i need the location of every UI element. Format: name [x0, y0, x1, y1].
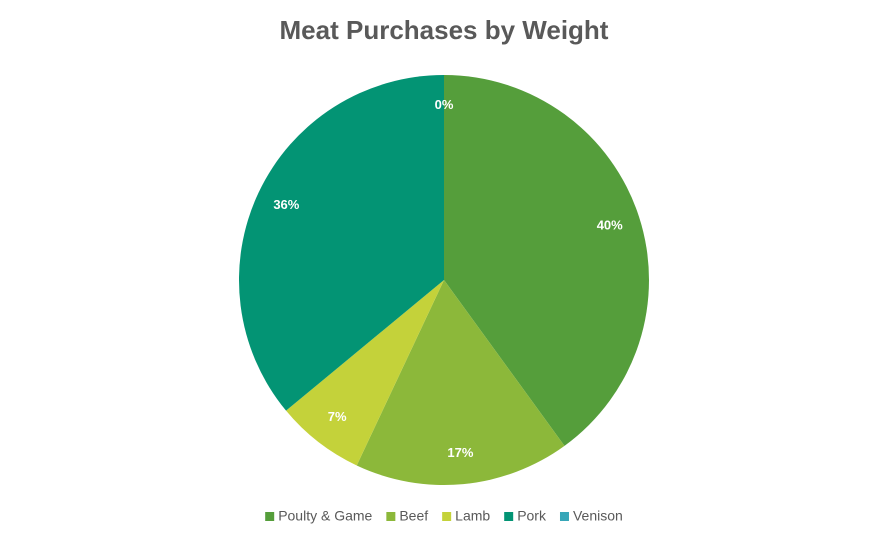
data-label: 17%: [447, 445, 473, 460]
legend-marker: [265, 512, 275, 521]
data-label: 36%: [273, 197, 299, 212]
pie-slice: [239, 75, 444, 411]
legend-marker: [504, 512, 514, 521]
pie-slice: [356, 280, 565, 485]
data-label: 0%: [435, 97, 454, 112]
pie-slice: [286, 280, 444, 466]
legend-label: Poulty & Game: [278, 508, 372, 524]
legend-marker: [559, 512, 569, 521]
chart-title: Meat Purchases by Weight: [280, 15, 609, 45]
data-label: 7%: [328, 409, 347, 424]
legend-marker: [386, 512, 396, 521]
legend-label: Venison: [573, 508, 623, 524]
legend-marker: [442, 512, 452, 521]
legend-label: Lamb: [455, 508, 490, 524]
data-label: 40%: [597, 218, 623, 233]
legend: Poulty & Game Beef Lamb Pork Venison: [265, 508, 623, 524]
pie-slice: [444, 75, 649, 446]
legend-label: Pork: [517, 508, 547, 524]
pie: 40% 17% 7% 36% 0%: [239, 75, 649, 485]
legend-label: Beef: [399, 508, 428, 524]
